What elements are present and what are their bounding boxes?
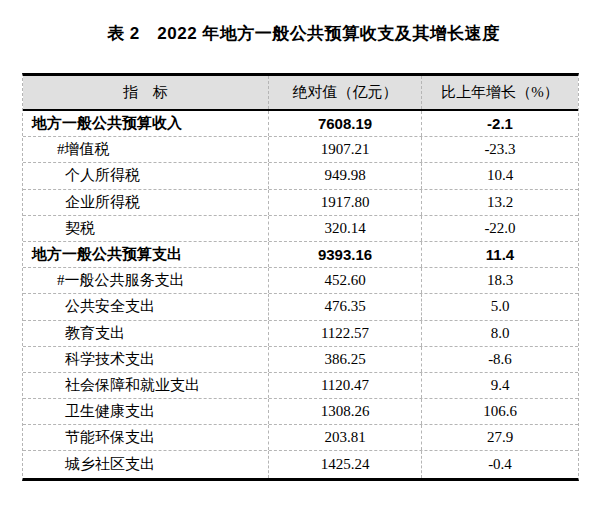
growth-cell: 106.6	[422, 399, 578, 424]
table-row: 城乡社区支出1425.24-0.4	[23, 451, 578, 477]
table-row: 个人所得税949.9810.4	[23, 163, 578, 189]
value-cell: 1425.24	[269, 451, 422, 477]
value-cell: 386.25	[269, 347, 422, 372]
value-cell: 7608.19	[269, 111, 422, 136]
indicator-cell: 地方一般公共预算支出	[23, 242, 269, 267]
value-cell: 9393.16	[269, 242, 422, 267]
table-row: 企业所得税1917.8013.2	[23, 190, 578, 216]
table-row: #增值税1907.21-23.3	[23, 137, 578, 163]
indicator-cell: 社会保障和就业支出	[23, 373, 269, 398]
table-row: 契税320.14-22.0	[23, 216, 578, 242]
value-cell: 1917.80	[269, 190, 422, 215]
value-cell: 1308.26	[269, 399, 422, 424]
growth-cell: 11.4	[422, 242, 578, 267]
growth-cell: 5.0	[422, 294, 578, 319]
indicator-cell: 个人所得税	[23, 163, 269, 188]
growth-cell: -2.1	[422, 111, 578, 136]
indicator-cell: #一般公共服务支出	[23, 268, 269, 293]
table-row: 公共安全支出476.355.0	[23, 294, 578, 320]
table-row: 节能环保支出203.8127.9	[23, 425, 578, 451]
table-row: 卫生健康支出1308.26106.6	[23, 399, 578, 425]
growth-cell: 13.2	[422, 190, 578, 215]
value-cell: 203.81	[269, 425, 422, 450]
table-row: 教育支出1122.578.0	[23, 321, 578, 347]
growth-cell: -8.6	[422, 347, 578, 372]
growth-cell: 9.4	[422, 373, 578, 398]
indicator-cell: 契税	[23, 216, 269, 241]
growth-cell: 10.4	[422, 163, 578, 188]
indicator-cell: 企业所得税	[23, 190, 269, 215]
value-cell: 1122.57	[269, 321, 422, 346]
header-absolute-value: 绝对值（亿元）	[269, 76, 422, 109]
header-growth: 比上年增长（%）	[422, 76, 578, 109]
indicator-cell: 科学技术支出	[23, 347, 269, 372]
indicator-cell: 卫生健康支出	[23, 399, 269, 424]
table-row: 科学技术支出386.25-8.6	[23, 347, 578, 373]
value-cell: 1120.47	[269, 373, 422, 398]
indicator-cell: 教育支出	[23, 321, 269, 346]
value-cell: 1907.21	[269, 137, 422, 162]
table-row: #一般公共服务支出452.6018.3	[23, 268, 578, 294]
table-body: 地方一般公共预算收入7608.19-2.1#增值税1907.21-23.3个人所…	[23, 111, 578, 478]
table-title: 表 2 2022 年地方一般公共预算收支及其增长速度	[0, 22, 607, 45]
table-row: 地方一般公共预算支出9393.1611.4	[23, 242, 578, 268]
value-cell: 452.60	[269, 268, 422, 293]
budget-table: 指 标 绝对值（亿元） 比上年增长（%） 地方一般公共预算收入7608.19-2…	[22, 73, 579, 481]
growth-cell: 8.0	[422, 321, 578, 346]
indicator-cell: 公共安全支出	[23, 294, 269, 319]
table-row: 地方一般公共预算收入7608.19-2.1	[23, 111, 578, 137]
header-indicator: 指 标	[23, 76, 269, 109]
table-row: 社会保障和就业支出1120.479.4	[23, 373, 578, 399]
value-cell: 476.35	[269, 294, 422, 319]
table-header-row: 指 标 绝对值（亿元） 比上年增长（%）	[23, 76, 578, 111]
growth-cell: -22.0	[422, 216, 578, 241]
growth-cell: -0.4	[422, 451, 578, 477]
growth-cell: -23.3	[422, 137, 578, 162]
indicator-cell: 节能环保支出	[23, 425, 269, 450]
growth-cell: 27.9	[422, 425, 578, 450]
value-cell: 949.98	[269, 163, 422, 188]
growth-cell: 18.3	[422, 268, 578, 293]
document-page: 表 2 2022 年地方一般公共预算收支及其增长速度 指 标 绝对值（亿元） 比…	[0, 0, 607, 509]
indicator-cell: 地方一般公共预算收入	[23, 111, 269, 136]
indicator-cell: 城乡社区支出	[23, 451, 269, 477]
indicator-cell: #增值税	[23, 137, 269, 162]
value-cell: 320.14	[269, 216, 422, 241]
